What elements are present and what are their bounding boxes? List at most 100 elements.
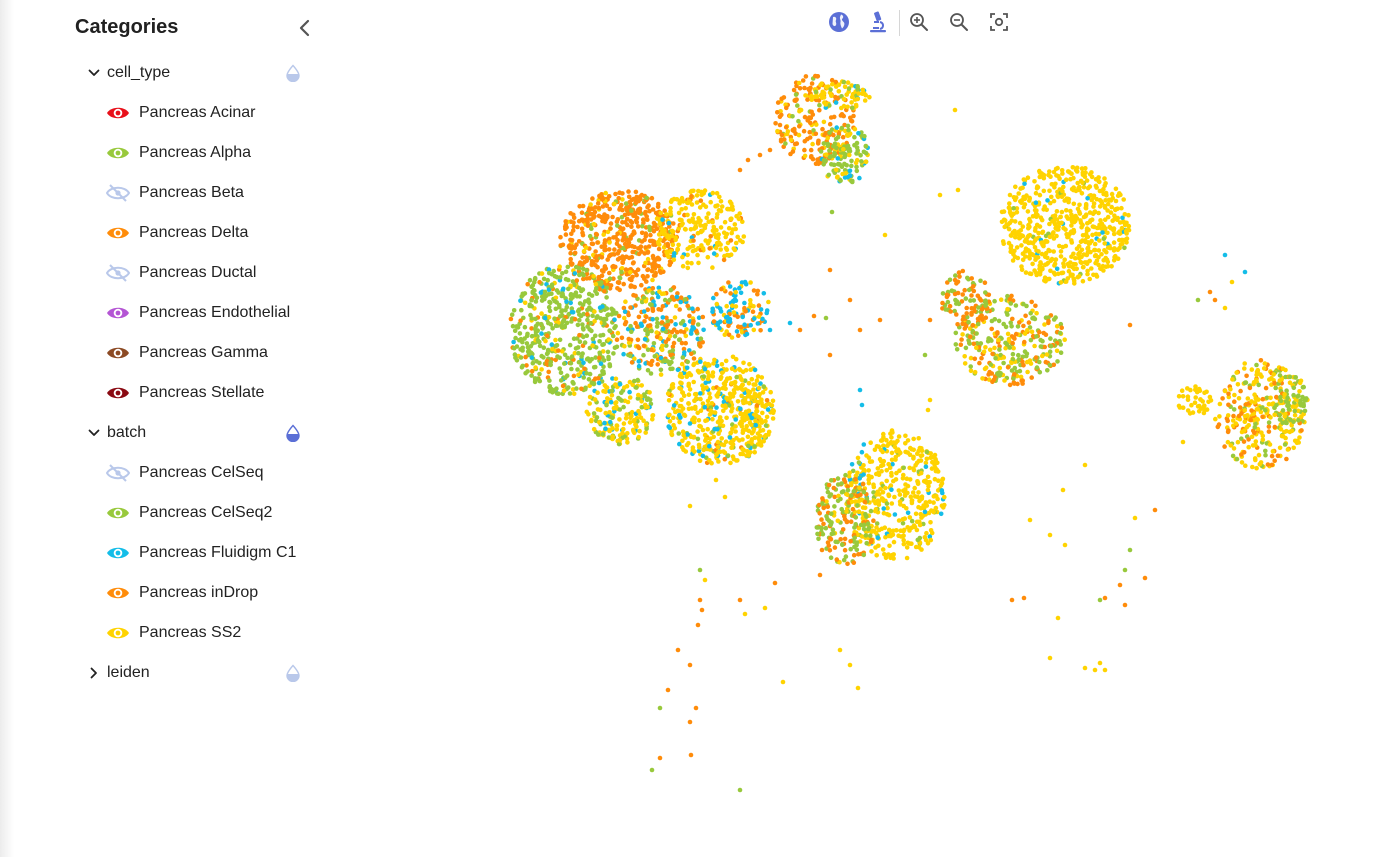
group-cell-type[interactable]: cell_type	[86, 59, 302, 87]
scatter-point	[686, 401, 691, 406]
group-leiden[interactable]: leiden	[86, 659, 302, 687]
microscope-button[interactable]	[863, 8, 893, 36]
scatter-point	[714, 191, 720, 196]
eye-icon[interactable]	[106, 344, 130, 362]
scatter-point	[733, 240, 739, 246]
scatter-point	[905, 510, 911, 516]
eye-icon[interactable]	[106, 304, 130, 322]
scatter-point	[552, 298, 558, 304]
scatter-point	[676, 242, 681, 248]
embedding-scatter-plot[interactable]	[330, 40, 1370, 840]
eye-icon[interactable]	[106, 104, 130, 122]
scatter-point	[1060, 244, 1066, 250]
scatter-point	[803, 74, 809, 79]
scatter-point	[622, 321, 628, 327]
scatter-point	[974, 345, 979, 351]
scatter-point	[602, 212, 607, 217]
eye-icon[interactable]	[106, 544, 130, 562]
category-item-pancreas-alpha[interactable]: Pancreas Alpha	[106, 139, 306, 167]
scatter-point	[580, 351, 585, 356]
scatter-point	[616, 441, 622, 447]
scatter-point	[751, 316, 757, 321]
scatter-point	[581, 248, 587, 254]
scatter-point	[597, 420, 602, 425]
scatter-point	[1068, 208, 1073, 214]
eye-icon[interactable]	[106, 224, 130, 242]
scatter-point	[558, 234, 563, 240]
scatter-point	[563, 269, 569, 275]
eye-icon[interactable]	[106, 584, 130, 602]
scatter-point	[736, 324, 741, 330]
eye-off-icon[interactable]	[106, 464, 130, 482]
eye-icon[interactable]	[106, 504, 130, 522]
scatter-point	[549, 386, 554, 392]
category-item-pancreas-celseq2[interactable]: Pancreas CelSeq2	[106, 499, 306, 527]
scatter-point	[1011, 376, 1016, 381]
zoom-in-button[interactable]	[904, 8, 934, 36]
scatter-point	[1060, 487, 1066, 493]
scatter-point	[1043, 250, 1049, 256]
scatter-point	[710, 309, 715, 315]
eye-icon[interactable]	[106, 384, 130, 402]
scatter-point	[684, 374, 690, 380]
scatter-point	[979, 306, 985, 312]
zoom-out-button[interactable]	[944, 8, 974, 36]
scatter-point	[986, 292, 992, 298]
scatter-point	[722, 450, 728, 456]
category-item-pancreas-stellate[interactable]: Pancreas Stellate	[106, 379, 306, 407]
scatter-point	[1246, 437, 1251, 442]
category-item-pancreas-delta[interactable]: Pancreas Delta	[106, 219, 306, 247]
scatter-point	[1059, 194, 1065, 199]
scatter-point	[1019, 243, 1024, 248]
scatter-point	[898, 528, 903, 533]
collapse-sidebar-button[interactable]	[292, 14, 316, 42]
scatter-point	[577, 285, 582, 291]
group-batch[interactable]: batch	[86, 419, 302, 447]
scatter-point	[714, 363, 720, 369]
scatter-point	[740, 239, 745, 245]
scatter-point	[1026, 320, 1032, 325]
category-item-pancreas-acinar[interactable]: Pancreas Acinar	[106, 99, 306, 127]
scatter-point	[1037, 329, 1042, 335]
category-item-pancreas-indrop[interactable]: Pancreas inDrop	[106, 579, 306, 607]
category-item-pancreas-gamma[interactable]: Pancreas Gamma	[106, 339, 306, 367]
scatter-point	[1216, 422, 1222, 427]
eye-off-icon[interactable]	[106, 184, 130, 202]
scatter-point	[911, 447, 916, 453]
scatter-point	[629, 224, 634, 229]
fit-view-button[interactable]	[984, 8, 1014, 36]
scatter-point	[1021, 595, 1027, 601]
scatter-point	[514, 324, 519, 329]
category-item-pancreas-ss2[interactable]: Pancreas SS2	[106, 619, 306, 647]
scatter-point	[680, 390, 685, 395]
category-item-pancreas-endothelial[interactable]: Pancreas Endothelial	[106, 299, 306, 327]
scatter-point	[705, 254, 711, 260]
color-by-drop-icon[interactable]	[284, 64, 302, 83]
globe-button[interactable]	[824, 8, 854, 36]
eye-icon[interactable]	[106, 144, 130, 162]
scatter-point	[953, 342, 959, 347]
eye-icon[interactable]	[106, 624, 130, 642]
category-item-pancreas-fluidigm-c1[interactable]: Pancreas Fluidigm C1	[106, 539, 306, 567]
category-item-pancreas-celseq[interactable]: Pancreas CelSeq	[106, 459, 306, 487]
scatter-point	[995, 330, 1000, 335]
scatter-point	[657, 755, 663, 761]
scatter-point	[1085, 196, 1090, 201]
scatter-point	[1032, 245, 1038, 250]
scatter-point	[1017, 320, 1022, 325]
scatter-point	[919, 515, 924, 520]
scatter-point	[808, 154, 814, 160]
scatter-point	[722, 494, 728, 500]
color-by-drop-icon[interactable]	[284, 664, 302, 683]
scatter-point	[1284, 420, 1289, 426]
scatter-point	[1034, 186, 1040, 191]
scatter-point	[1122, 567, 1128, 573]
color-by-drop-icon-active[interactable]	[284, 424, 302, 443]
scatter-point	[1277, 378, 1283, 383]
scatter-point	[1023, 270, 1029, 275]
scatter-point	[849, 480, 854, 486]
category-item-pancreas-ductal[interactable]: Pancreas Ductal	[106, 259, 306, 287]
scatter-point	[968, 355, 974, 361]
category-item-pancreas-beta[interactable]: Pancreas Beta	[106, 179, 306, 207]
eye-off-icon[interactable]	[106, 264, 130, 282]
